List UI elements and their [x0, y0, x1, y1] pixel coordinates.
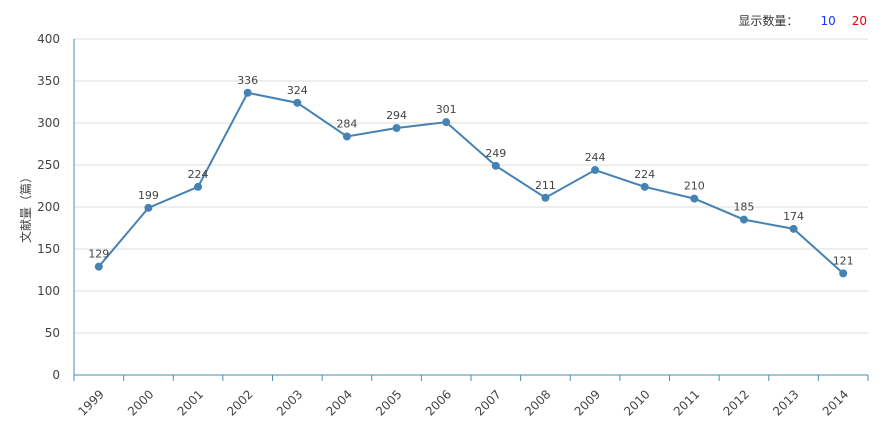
data-point[interactable] [293, 98, 302, 107]
data-label: 199 [138, 189, 159, 202]
data-label: 294 [386, 109, 407, 122]
data-point[interactable] [94, 262, 103, 271]
x-tick-label: 2006 [423, 387, 454, 418]
data-label: 129 [88, 248, 109, 261]
data-label: 224 [188, 168, 209, 181]
data-label: 249 [485, 147, 506, 160]
data-label: 301 [436, 103, 457, 116]
axes: 0 50 100 150 200 250 300 350 400 1999 2000 2001 2002… [37, 32, 869, 419]
data-label: 211 [535, 179, 556, 192]
data-point[interactable] [491, 161, 500, 170]
x-tick-label: 2012 [720, 387, 751, 418]
y-axis-title: 文献量（篇） [18, 171, 33, 243]
x-tick-label: 2003 [274, 387, 305, 418]
data-point[interactable] [640, 182, 649, 191]
x-tick-label: 1999 [75, 387, 106, 418]
display-count-controls: 显示数量： 10 20 [738, 12, 867, 29]
data-point[interactable] [194, 182, 203, 191]
y-tick-label: 350 [37, 74, 60, 88]
data-point[interactable] [243, 88, 252, 97]
data-label: 324 [287, 84, 308, 97]
y-tick-label: 50 [45, 326, 60, 340]
x-tick-label: 2011 [671, 387, 702, 418]
data-point[interactable] [392, 124, 401, 133]
data-point[interactable] [739, 215, 748, 224]
display-count-10-link[interactable]: 10 [820, 14, 836, 28]
x-tick-label: 2001 [175, 387, 206, 418]
data-label: 224 [634, 168, 655, 181]
x-tick-label: 2005 [373, 387, 404, 418]
display-count-20-link[interactable]: 20 [851, 14, 867, 28]
x-tick-label: 2014 [820, 387, 851, 418]
data-point[interactable] [144, 203, 153, 212]
data-label: 121 [833, 254, 854, 267]
data-label: 185 [733, 201, 754, 214]
data-label: 284 [336, 117, 357, 130]
y-tick-label: 300 [37, 116, 60, 130]
x-tick-label: 2002 [224, 387, 255, 418]
y-tick-label: 250 [37, 158, 60, 172]
x-tick-label: 2007 [472, 387, 503, 418]
data-point[interactable] [839, 269, 848, 278]
y-tick-label: 150 [37, 242, 60, 256]
series-line [98, 91, 844, 275]
data-label: 336 [237, 74, 258, 87]
y-tick-label: 100 [37, 284, 60, 298]
series: 129 199 224 336 324 284 294 301 249 211 244 224 210 1… [88, 74, 854, 278]
data-point[interactable] [442, 118, 451, 127]
data-point[interactable] [541, 193, 550, 202]
data-label: 244 [585, 151, 606, 164]
data-point[interactable] [342, 132, 351, 141]
x-tick-label: 2004 [323, 387, 354, 418]
x-tick-label: 2010 [621, 387, 652, 418]
grid-lines [74, 38, 868, 334]
data-label: 210 [684, 180, 705, 193]
y-tick-label: 400 [37, 32, 60, 46]
display-count-label: 显示数量： [738, 14, 799, 28]
x-tick-label: 2009 [572, 387, 603, 418]
y-tick-label: 200 [37, 200, 60, 214]
data-label: 174 [783, 210, 804, 223]
data-point[interactable] [591, 166, 600, 175]
y-tick-label: 0 [52, 368, 60, 382]
x-tick-label: 2008 [522, 387, 553, 418]
x-tick-label: 2000 [125, 387, 156, 418]
x-tick-label: 2013 [770, 387, 801, 418]
data-point[interactable] [789, 224, 798, 233]
data-point[interactable] [690, 194, 699, 203]
